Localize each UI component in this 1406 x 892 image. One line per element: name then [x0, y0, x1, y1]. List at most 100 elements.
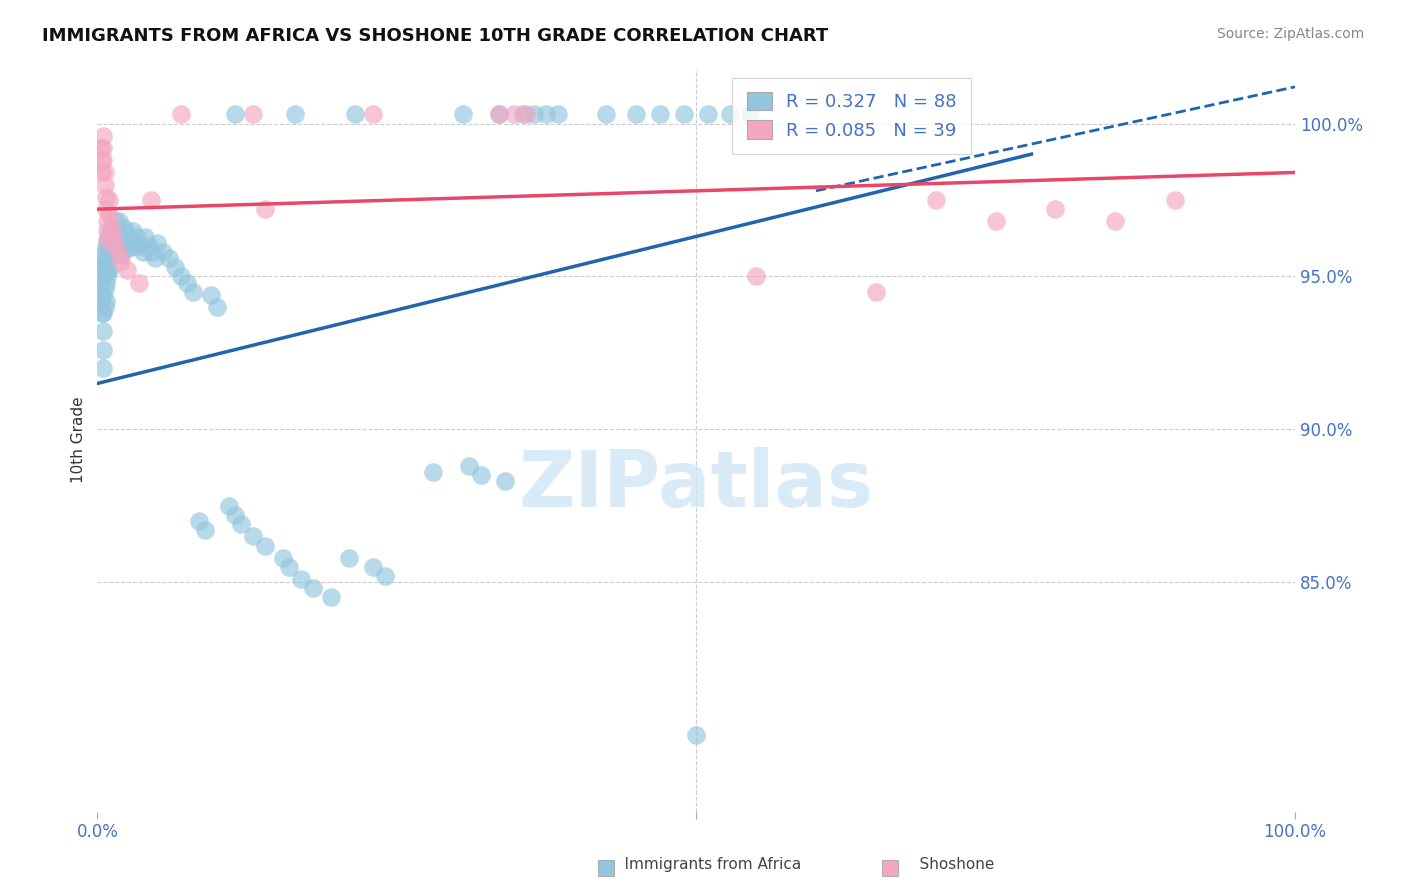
Point — [176, 276, 198, 290]
Point — [91, 165, 114, 179]
Point — [107, 223, 129, 237]
Point — [488, 107, 510, 121]
Point — [110, 233, 132, 247]
Point — [536, 107, 558, 121]
Point — [98, 244, 121, 259]
Point — [93, 263, 115, 277]
Point — [91, 361, 114, 376]
Point — [93, 282, 115, 296]
Point — [512, 107, 534, 121]
Point — [93, 178, 115, 192]
Point — [96, 223, 118, 237]
Point — [361, 107, 384, 121]
Point — [673, 107, 696, 121]
Point — [91, 287, 114, 301]
Point — [132, 244, 155, 259]
Point — [91, 153, 114, 168]
Point — [1045, 202, 1067, 216]
Point — [143, 251, 166, 265]
Point — [91, 269, 114, 284]
Point — [93, 300, 115, 314]
Point — [110, 254, 132, 268]
Point — [319, 591, 342, 605]
Point — [125, 229, 148, 244]
Point — [91, 325, 114, 339]
Point — [128, 276, 150, 290]
Point — [650, 107, 672, 121]
Point — [94, 190, 117, 204]
Text: Immigrants from Africa: Immigrants from Africa — [605, 857, 801, 872]
Point — [170, 107, 193, 121]
Point — [718, 107, 741, 121]
Point — [94, 202, 117, 216]
Point — [152, 244, 174, 259]
Point — [104, 214, 127, 228]
Point — [104, 239, 127, 253]
Point — [90, 293, 112, 308]
Point — [188, 514, 211, 528]
Point — [120, 239, 142, 253]
Point — [284, 107, 307, 121]
Point — [157, 251, 180, 265]
Point — [90, 276, 112, 290]
Point — [91, 269, 114, 284]
Point — [503, 107, 526, 121]
Point — [101, 229, 124, 244]
Point — [97, 244, 120, 259]
Point — [925, 193, 948, 207]
Point — [523, 107, 546, 121]
Point — [278, 560, 301, 574]
Point — [98, 227, 121, 241]
Legend: R = 0.327   N = 88, R = 0.085   N = 39: R = 0.327 N = 88, R = 0.085 N = 39 — [733, 78, 972, 154]
Point — [697, 107, 720, 121]
Point — [457, 458, 479, 473]
Point — [141, 244, 163, 259]
Point — [200, 287, 222, 301]
Point — [194, 523, 217, 537]
Point — [112, 220, 135, 235]
Point — [93, 244, 115, 259]
Point — [117, 242, 139, 256]
Point — [141, 193, 163, 207]
Point — [122, 223, 145, 237]
Point — [595, 107, 617, 121]
Point — [165, 260, 187, 275]
Point — [290, 572, 312, 586]
Point — [374, 569, 396, 583]
Point — [91, 306, 114, 320]
Point — [91, 128, 114, 143]
Point — [745, 269, 768, 284]
Point — [865, 285, 887, 299]
Point — [90, 141, 112, 155]
Point — [422, 465, 444, 479]
Point — [138, 239, 160, 253]
Point — [253, 539, 276, 553]
Point — [91, 343, 114, 357]
Point — [253, 202, 276, 216]
Point — [110, 248, 132, 262]
Point — [134, 229, 156, 244]
Point — [91, 251, 114, 265]
Point — [181, 285, 204, 299]
Point — [984, 214, 1007, 228]
Point — [98, 208, 121, 222]
Point — [100, 220, 122, 235]
Point — [224, 107, 246, 121]
Point — [488, 107, 510, 121]
Point — [94, 257, 117, 271]
Point — [96, 214, 118, 228]
Point — [91, 287, 114, 301]
Text: ZIPatlas: ZIPatlas — [519, 447, 873, 523]
Point — [117, 263, 139, 277]
Point — [451, 107, 474, 121]
Point — [94, 276, 117, 290]
Point — [242, 107, 264, 121]
Point — [104, 233, 127, 247]
Point — [229, 517, 252, 532]
Point — [128, 239, 150, 253]
Point — [170, 269, 193, 284]
Point — [100, 239, 122, 253]
Text: Source: ZipAtlas.com: Source: ZipAtlas.com — [1216, 27, 1364, 41]
Point — [361, 560, 384, 574]
Point — [101, 229, 124, 244]
